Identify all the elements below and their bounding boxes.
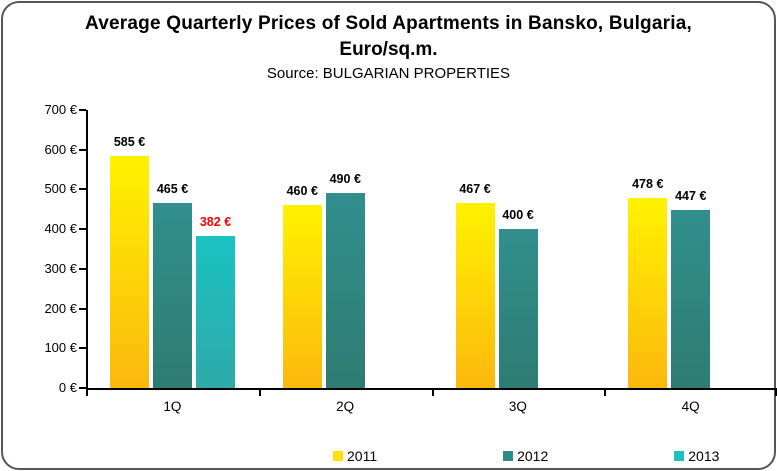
y-tick-mark-500 bbox=[79, 188, 86, 191]
x-tick-mark-2 bbox=[431, 390, 434, 396]
bar-2012-1Q bbox=[153, 203, 192, 388]
bar-2011-2Q bbox=[282, 205, 322, 388]
y-tick-mark-600 bbox=[79, 148, 86, 151]
value-label-2012-2Q: 490 € bbox=[329, 172, 361, 187]
legend-item-2013: 2013 bbox=[674, 448, 719, 464]
chart-title-line1: Average Quarterly Prices of Sold Apartme… bbox=[85, 13, 692, 34]
x-tick-mark-3 bbox=[604, 390, 607, 396]
x-category-label-2Q: 2Q bbox=[336, 399, 355, 414]
bar-2011-1Q bbox=[110, 155, 149, 388]
value-label-2012-4Q: 447 € bbox=[675, 189, 707, 204]
y-tick-mark-700 bbox=[79, 109, 86, 111]
y-tick-mark-0 bbox=[79, 387, 86, 389]
value-label-2013-1Q: 382 € bbox=[199, 215, 232, 230]
legend-label-2012: 2012 bbox=[517, 448, 549, 464]
bar-2011-3Q bbox=[455, 202, 495, 388]
value-label-2011-2Q: 460 € bbox=[286, 184, 318, 199]
legend-item-2011: 2011 bbox=[333, 448, 377, 464]
bar-2012-3Q bbox=[498, 229, 538, 388]
y-tick-label-0: 0 € bbox=[58, 380, 77, 395]
y-tick-label-600: 600 € bbox=[44, 141, 77, 157]
y-tick-label-200: 200 € bbox=[44, 300, 77, 316]
bar-2012-2Q bbox=[325, 193, 365, 388]
y-tick-label-700: 700 € bbox=[44, 102, 77, 117]
legend-swatch-2012 bbox=[503, 451, 514, 461]
value-label-2012-1Q: 465 € bbox=[156, 182, 189, 197]
legend-swatch-2011 bbox=[333, 451, 343, 461]
value-label-2011-4Q: 478 € bbox=[632, 177, 664, 192]
chart-title-line2: Euro/sq.m. bbox=[339, 39, 438, 60]
value-label-2011-3Q: 467 € bbox=[459, 181, 491, 196]
x-category-label-1Q: 1Q bbox=[163, 399, 182, 414]
bar-2011-4Q bbox=[628, 198, 668, 388]
x-category-label-3Q: 3Q bbox=[508, 399, 527, 414]
x-category-label-4Q: 4Q bbox=[681, 399, 700, 414]
legend-item-2012: 2012 bbox=[503, 448, 548, 464]
legend-label-2013: 2013 bbox=[688, 448, 720, 464]
legend-label-2011: 2011 bbox=[347, 448, 378, 464]
legend-swatch-2013 bbox=[674, 451, 685, 461]
value-label-2012-3Q: 400 € bbox=[502, 208, 534, 223]
bar-2012-4Q bbox=[671, 210, 711, 388]
bar-2013-1Q bbox=[196, 236, 235, 388]
y-tick-label-100: 100 € bbox=[44, 340, 77, 356]
x-tick-mark-0 bbox=[86, 390, 88, 396]
x-tick-mark-4 bbox=[775, 390, 777, 396]
y-tick-label-300: 300 € bbox=[44, 260, 77, 276]
value-label-2011-1Q: 585 € bbox=[113, 134, 146, 149]
y-tick-label-400: 400 € bbox=[44, 221, 77, 237]
legend: 2011 2012 2013 bbox=[333, 448, 719, 464]
y-tick-mark-300 bbox=[79, 267, 86, 270]
y-tick-mark-200 bbox=[79, 307, 86, 310]
x-tick-mark-1 bbox=[258, 390, 261, 396]
y-tick-mark-400 bbox=[79, 228, 86, 231]
plot-area bbox=[86, 110, 777, 390]
y-tick-mark-100 bbox=[79, 347, 86, 350]
y-tick-label-500: 500 € bbox=[44, 181, 77, 197]
chart-subtitle: Source: BULGARIAN PROPERTIES bbox=[266, 65, 511, 82]
